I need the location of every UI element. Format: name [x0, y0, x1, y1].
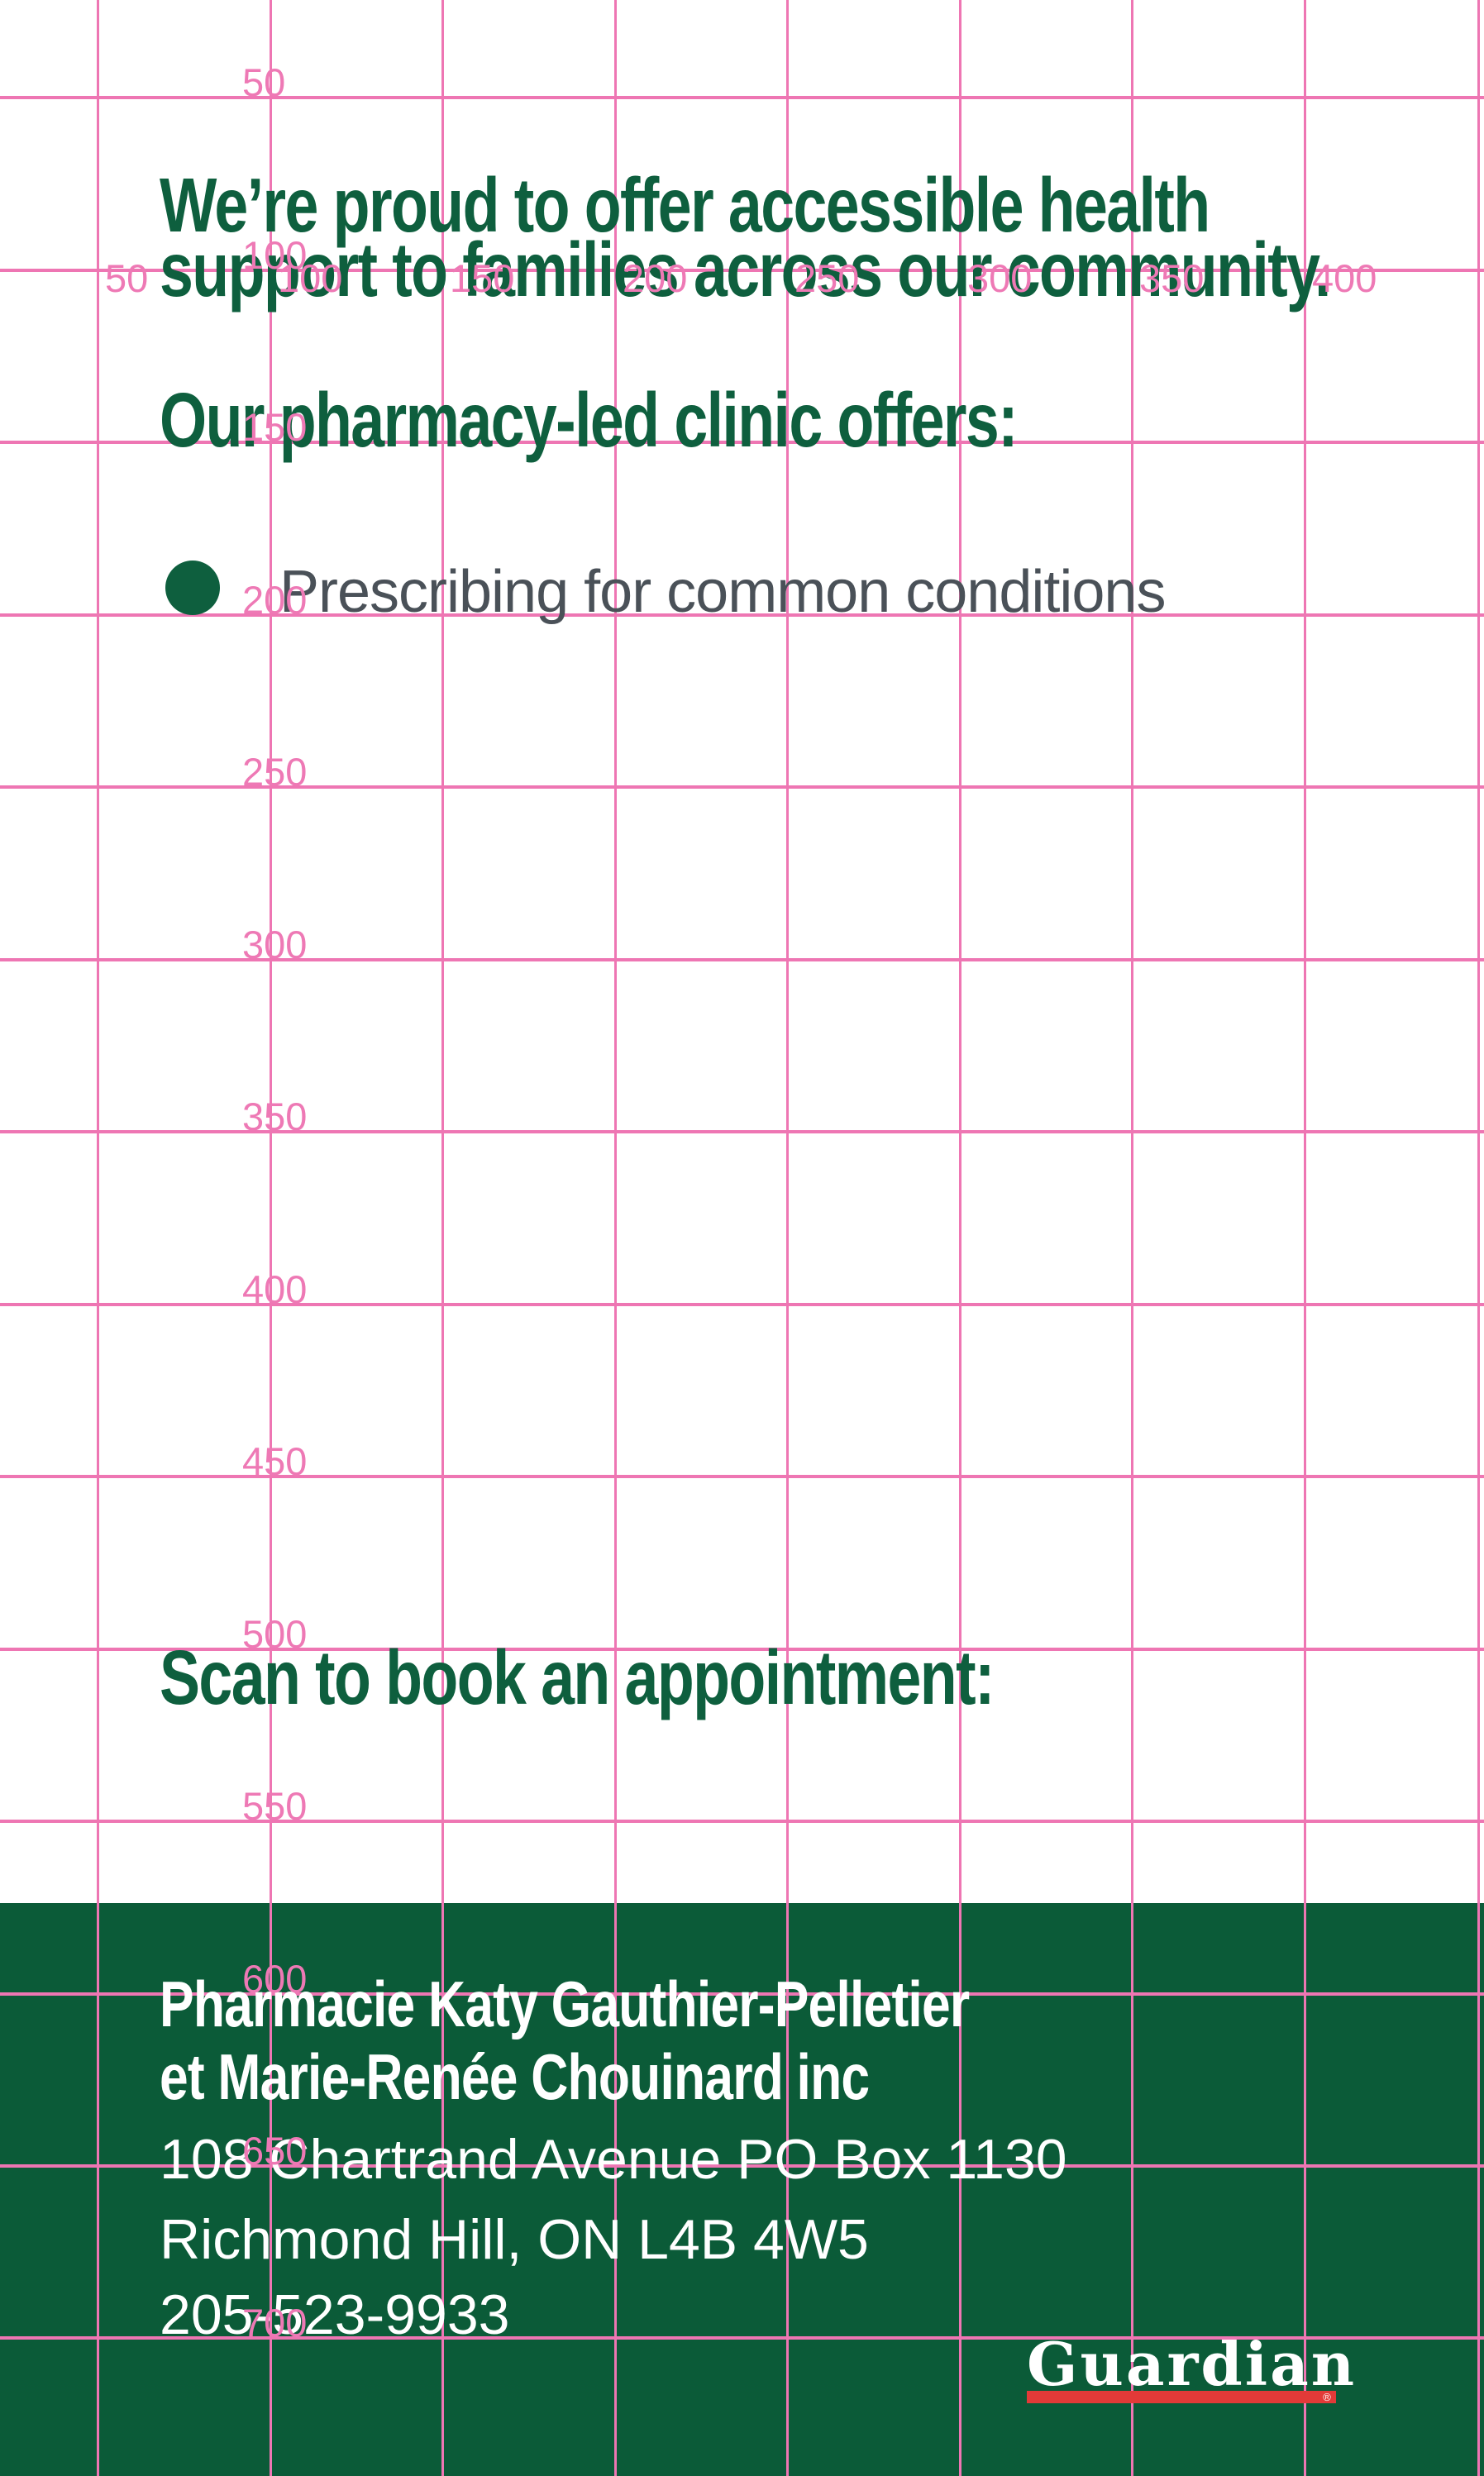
registered-trademark-icon: ®: [1323, 2391, 1331, 2403]
headline-line-1: We’re proud to offer accessible health: [160, 162, 1210, 248]
grid-row-label: 400: [242, 1267, 308, 1311]
bullet-circle-icon: [165, 561, 220, 615]
address-line-2: Richmond Hill, ON L4B 4W5: [160, 2208, 869, 2271]
footer-green-panel: [0, 1903, 1484, 2476]
grid-horizontal-line: [0, 785, 1484, 789]
grid-horizontal-line: [0, 1130, 1484, 1133]
pharmacy-name-line-1: Pharmacie Katy Gauthier-Pelletier: [160, 1968, 970, 2040]
address-line-1: 108 Chartrand Avenue PO Box 1130: [160, 2128, 1067, 2191]
bullet-item-text: Prescribing for common conditions: [279, 559, 1166, 625]
guardian-logo-wordmark: Guardian: [1027, 2329, 1358, 2399]
headline-line-2: support to families across our community…: [160, 227, 1331, 312]
phone-number: 205-523-9933: [160, 2283, 510, 2346]
grid-horizontal-line: [0, 96, 1484, 99]
subheading: Our pharmacy-led clinic offers:: [160, 377, 1019, 463]
grid-horizontal-line: [0, 1475, 1484, 1478]
pharmacy-name-line-2: et Marie-Renée Chouinard inc: [160, 2040, 870, 2113]
guardian-logo-red-bar: [1027, 2391, 1336, 2403]
scan-heading: Scan to book an appointment:: [160, 1634, 995, 1720]
grid-row-label: 50: [242, 60, 286, 104]
grid-horizontal-line: [0, 1820, 1484, 1823]
grid-row-label: 350: [242, 1095, 308, 1138]
grid-horizontal-line: [0, 958, 1484, 961]
grid-column-label: 50: [105, 256, 149, 300]
grid-row-label: 300: [242, 923, 308, 966]
grid-row-label: 250: [242, 750, 308, 794]
grid-horizontal-line: [0, 1303, 1484, 1306]
grid-row-label: 550: [242, 1784, 308, 1828]
grid-row-label: 450: [242, 1439, 308, 1483]
